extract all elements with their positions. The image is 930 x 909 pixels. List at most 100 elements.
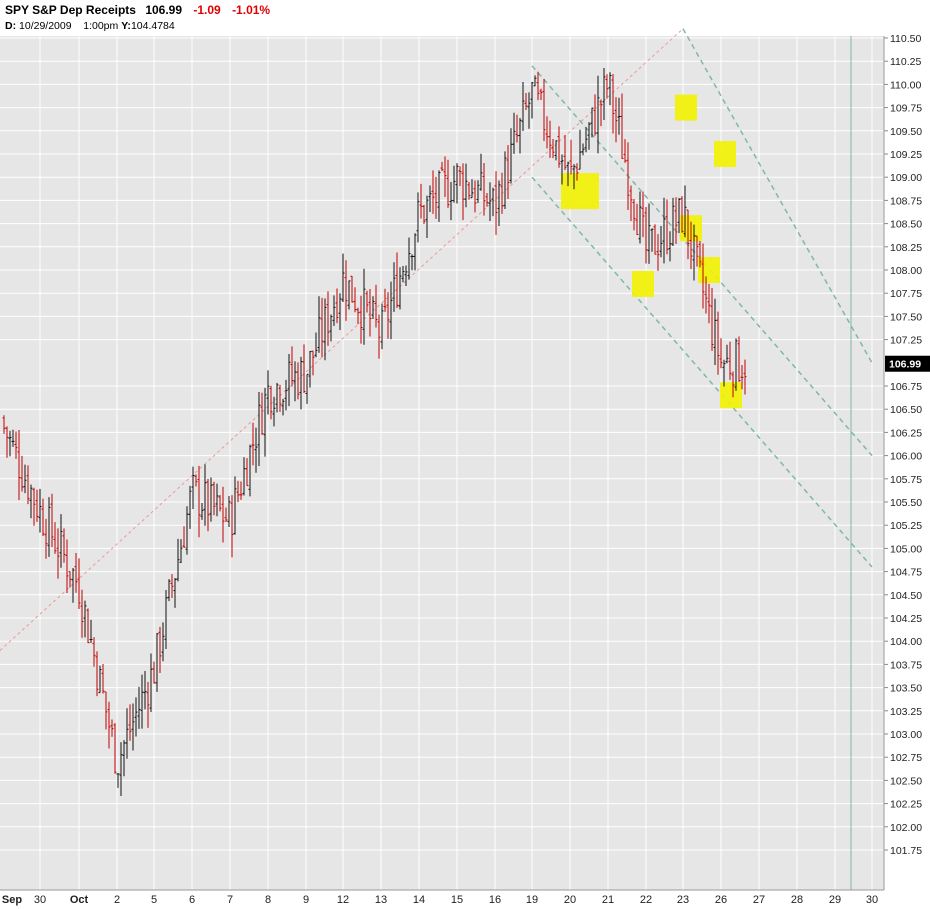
ohlc-bar (542, 78, 546, 142)
ohlc-bar (281, 398, 285, 416)
y-tick-label: 106.75 (890, 381, 922, 393)
ohlc-bar (374, 284, 378, 328)
highlight-box (675, 94, 697, 121)
y-tick-label: 105.50 (890, 497, 922, 509)
ohlc-bar (599, 99, 603, 127)
cursor-y-value: 104.4784 (130, 20, 175, 32)
ohlc-bar (248, 444, 252, 497)
ohlc-bar (35, 489, 39, 522)
ohlc-bar (407, 237, 411, 280)
y-tick-label: 105.25 (890, 520, 922, 532)
ohlc-bar (2, 415, 6, 434)
ohlc-bar (521, 81, 525, 131)
ohlc-bar (41, 498, 45, 536)
ohlc-bar (188, 485, 192, 529)
ohlc-bars (2, 68, 747, 797)
ohlc-bar (644, 206, 648, 264)
ohlc-bar (29, 484, 33, 519)
y-tick-label: 109.50 (890, 126, 922, 138)
ohlc-bar (176, 538, 180, 582)
ohlc-bar (734, 338, 738, 391)
ohlc-bar (539, 88, 543, 100)
ohlc-bar (380, 303, 384, 350)
vertical-gridlines (39, 36, 873, 890)
ohlc-bar (359, 295, 363, 344)
ohlc-bar (671, 197, 675, 247)
x-tick-label: 9 (303, 894, 309, 906)
ohlc-bar (581, 143, 585, 156)
ohlc-bar (62, 528, 66, 563)
last-price-marker (885, 355, 930, 372)
ohlc-bar (443, 156, 447, 197)
price-change: -1.09 (193, 3, 221, 17)
y-tick-label: 104.00 (890, 636, 922, 648)
ohlc-bar (215, 483, 219, 517)
ohlc-bar (647, 203, 651, 264)
ohlc-bar (59, 514, 63, 568)
ohlc-bar (698, 241, 702, 268)
ohlc-bar (245, 458, 249, 487)
ohlc-bar (617, 97, 621, 135)
ohlc-bar (626, 142, 630, 211)
ohlc-bar (395, 252, 399, 309)
ohlc-bar (221, 486, 225, 543)
ohlc-bar (404, 265, 408, 287)
ohlc-bar (38, 488, 42, 533)
ohlc-bar (302, 344, 306, 394)
ohlc-bar (704, 276, 708, 314)
ohlc-bar (152, 661, 156, 684)
ohlc-bar (149, 653, 153, 713)
ohlc-bar (308, 350, 312, 388)
ohlc-bar (209, 477, 213, 522)
ohlc-bar (158, 626, 162, 674)
ohlc-bar (11, 429, 15, 447)
ohlc-bar (161, 622, 165, 662)
ohlc-bar (389, 281, 393, 340)
ohlc-bar (560, 154, 564, 185)
y-tick-label: 102.25 (890, 799, 922, 811)
ohlc-bar (314, 332, 318, 358)
ohlc-bar (326, 291, 330, 346)
y-tick-label: 110.25 (890, 56, 921, 68)
ohlc-bar (530, 82, 534, 119)
ohlc-bar (524, 93, 528, 111)
ohlc-bar (593, 94, 597, 136)
y-tick-label: 101.75 (890, 845, 922, 857)
ohlc-bar (488, 182, 492, 221)
y-prefix: Y: (121, 20, 131, 32)
ohlc-bar (674, 197, 678, 245)
ohlc-bar (614, 97, 618, 143)
ohlc-bar (185, 506, 189, 555)
ohlc-bar (311, 350, 315, 376)
y-tick-label: 107.50 (890, 311, 922, 323)
cursor-date: 10/29/2009 (19, 20, 72, 32)
ohlc-bar (347, 280, 351, 310)
ohlc-bar (731, 371, 735, 398)
ohlc-bar (71, 568, 75, 603)
ohlc-bar (377, 314, 381, 359)
ohlc-bar (434, 176, 438, 219)
y-tick-label: 106.25 (890, 427, 922, 439)
ohlc-bar (428, 185, 432, 212)
ohlc-bar (110, 719, 114, 737)
ohlc-bar (305, 373, 309, 404)
y-tick-label: 110.50 (890, 33, 921, 45)
x-tick-label: 23 (677, 894, 689, 906)
ohlc-bar (401, 265, 405, 283)
x-tick-label: 2 (114, 894, 120, 906)
ohlc-bar (650, 228, 654, 252)
x-tick-label: 5 (151, 894, 157, 906)
ohlc-bar (587, 122, 591, 150)
ohlc-bar (554, 140, 558, 161)
ohlc-bar (191, 466, 195, 510)
ohlc-bar (155, 632, 159, 692)
ohlc-bar (638, 191, 642, 244)
y-tick-label: 108.25 (890, 242, 922, 254)
ohlc-bar (83, 600, 87, 638)
ohlc-bar (74, 553, 78, 593)
ohlc-bar (575, 163, 579, 181)
y-tick-label: 106.00 (890, 451, 922, 463)
ohlc-bar (512, 112, 516, 154)
ohlc-bar (464, 163, 468, 208)
